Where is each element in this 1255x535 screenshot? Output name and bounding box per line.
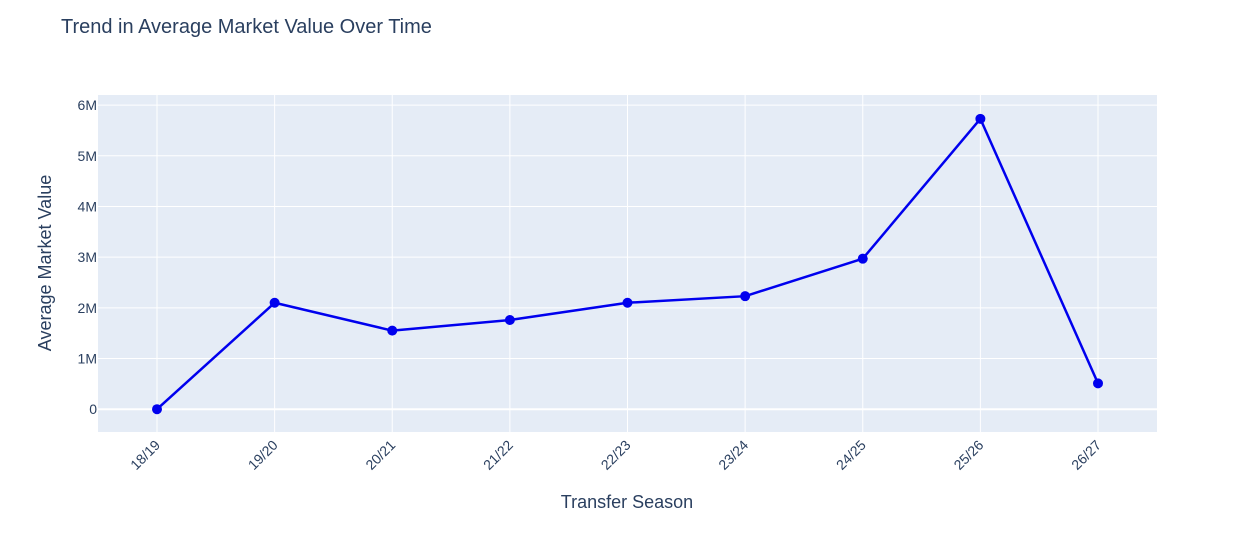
x-tick-label: 18/19 [127, 437, 163, 473]
y-tick-label: 1M [78, 351, 97, 367]
x-tick-label: 20/21 [362, 437, 398, 473]
data-points [152, 113, 1103, 415]
data-point [975, 113, 986, 124]
data-point [857, 253, 868, 264]
x-tick-labels: 18/19 19/20 20/21 21/22 22/23 23/24 24/25 25/26… [127, 437, 1104, 473]
x-gridlines [156, 95, 1099, 432]
x-tick-label: 24/25 [833, 437, 869, 473]
x-tick-label: 26/27 [1068, 437, 1104, 473]
y-tick-label: 3M [78, 249, 97, 265]
data-point [504, 315, 515, 326]
x-tick-label: 25/26 [950, 437, 986, 473]
y-tick-label: 6M [78, 97, 97, 113]
data-point [622, 297, 633, 308]
x-tick-label: 22/23 [598, 437, 634, 473]
x-tick-label: 23/24 [715, 437, 751, 473]
data-point [740, 291, 751, 302]
y-gridlines [98, 104, 1157, 411]
y-tick-label: 5M [78, 148, 97, 164]
data-point [387, 325, 398, 336]
x-tick-label: 21/22 [480, 437, 516, 473]
y-tick-label: 4M [78, 198, 97, 214]
x-tick-label: 19/20 [245, 437, 281, 473]
data-point [269, 297, 280, 308]
data-point [152, 404, 162, 415]
chart-title: Trend in Average Market Value Over Time [61, 16, 432, 38]
y-tick-labels: 0 1M 2M 3M 4M 5M 6M [78, 97, 98, 417]
x-axis-title: Transfer Season [561, 492, 693, 512]
y-axis-title: Average Market Value [35, 175, 55, 351]
data-point [1093, 378, 1103, 389]
y-tick-label: 2M [78, 300, 97, 316]
y-tick-label: 0 [89, 401, 97, 417]
